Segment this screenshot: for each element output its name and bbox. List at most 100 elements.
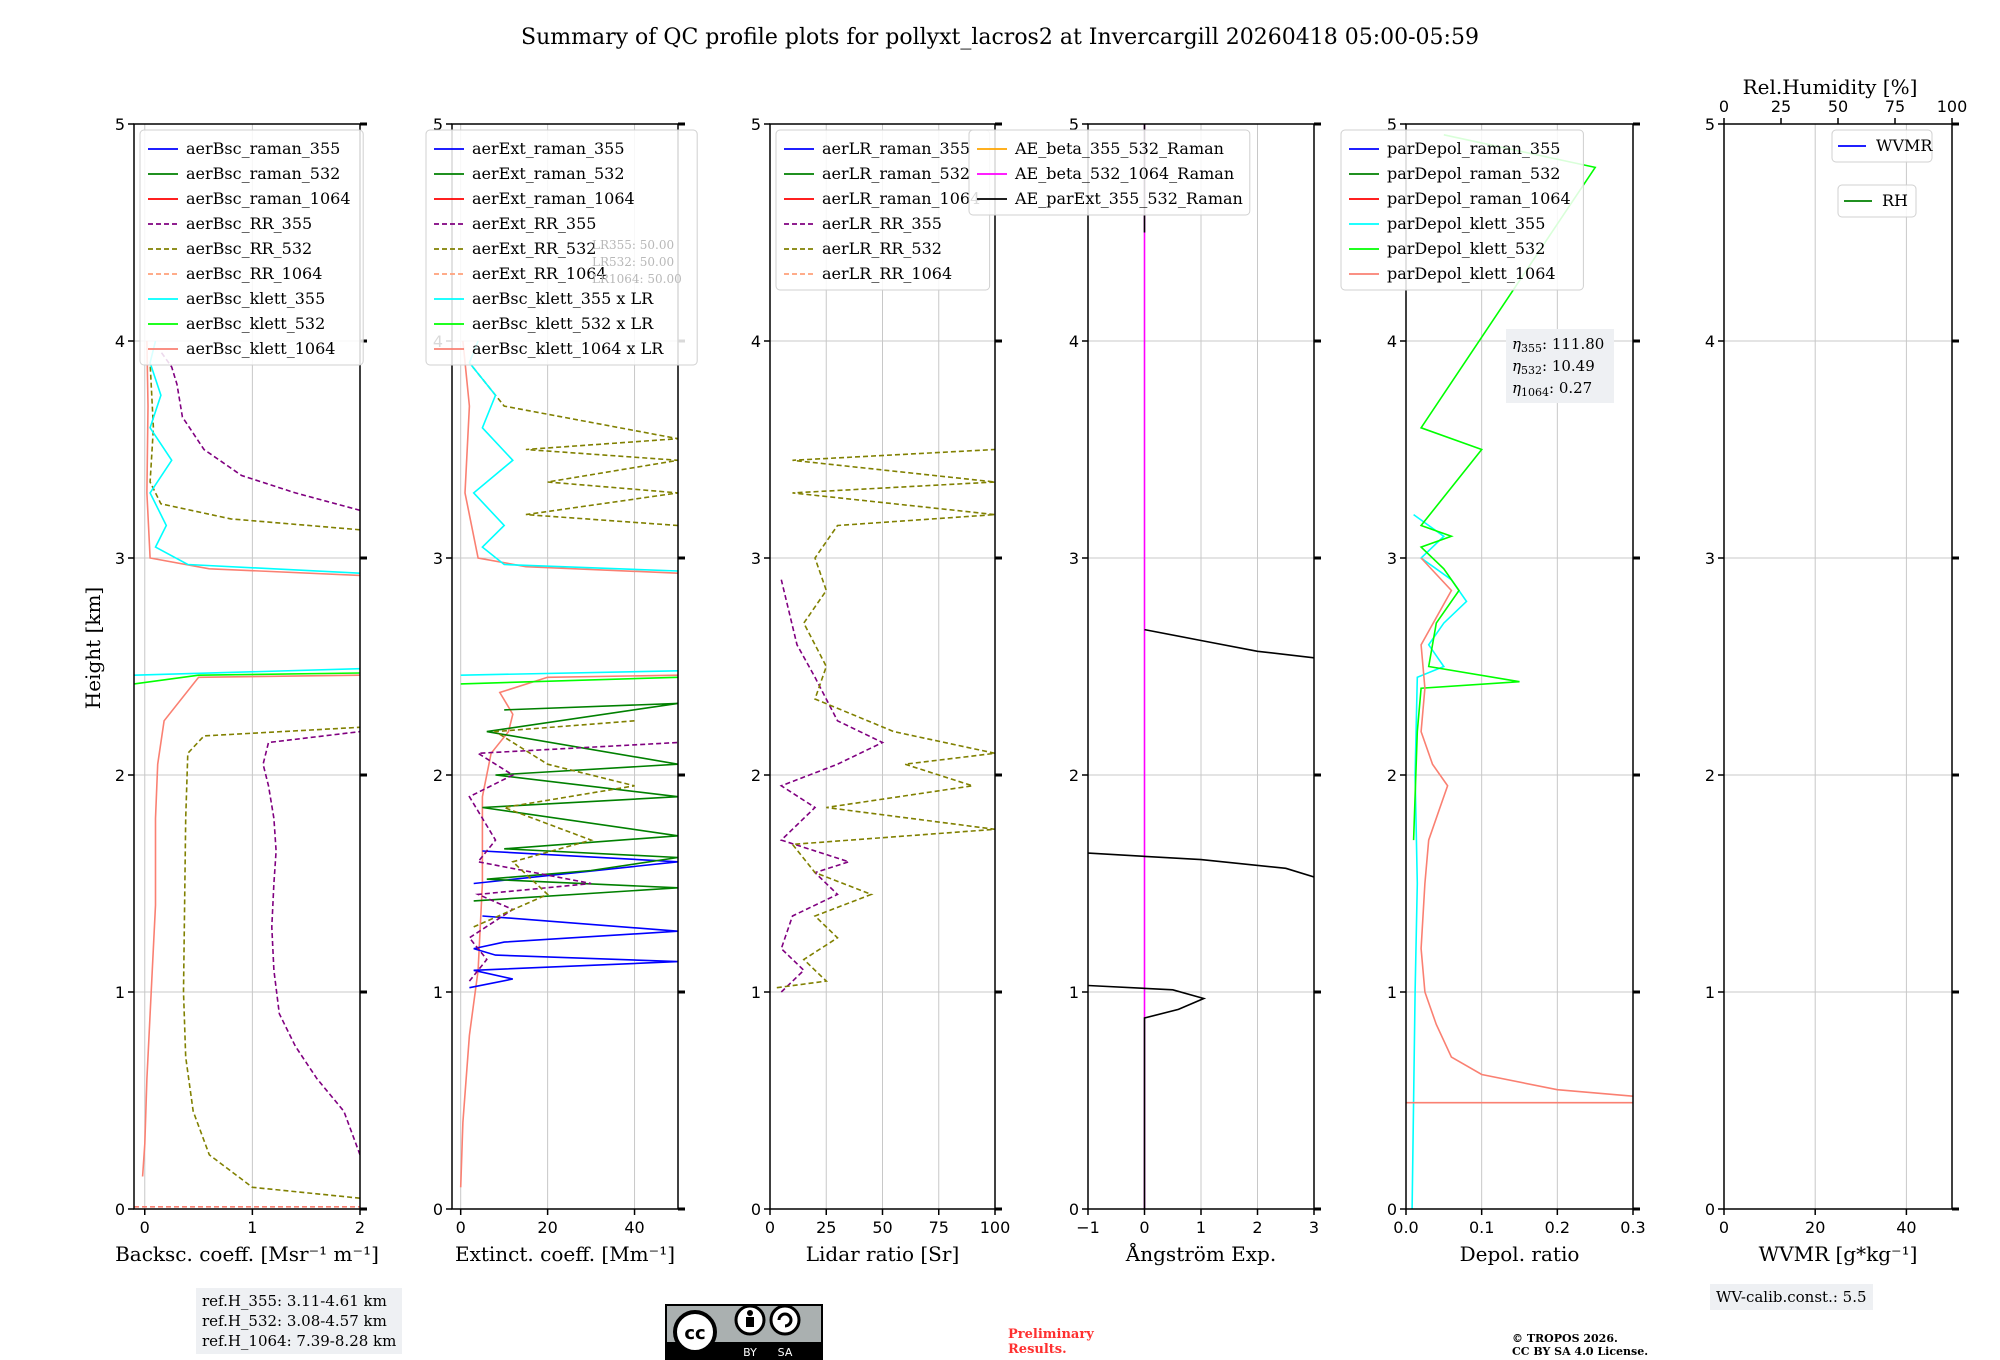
x-tick-label: 1 [1196,1218,1206,1237]
y-tick-label: 0 [433,1200,443,1219]
series-aerBsc_klett_1064_upper [462,340,678,574]
y-tick-label: 4 [751,332,761,351]
y-tick-label: 2 [751,766,761,785]
eta-box [1506,329,1614,403]
y-tick-label: 4 [115,332,125,351]
x2-tick-label: 75 [1885,97,1905,116]
legend-label: parDepol_raman_1064 [1387,189,1571,208]
y-tick-label: 0 [1705,1200,1715,1219]
legend-label: aerBsc_klett_355 x LR [472,289,654,308]
legend-box [425,129,698,366]
x-tick-label: 0 [1719,1218,1729,1237]
x2-tick-label: 25 [1771,97,1791,116]
y-tick-label: 2 [433,766,443,785]
x-axis-label: Ångström Exp. [1125,1241,1276,1266]
axes-frame [1405,123,1634,1210]
y-tick-label: 5 [1069,115,1079,134]
legend-label: aerBsc_raman_1064 [186,189,351,208]
ref-height-532: ref.H_532: 3.08-4.57 km [202,1312,387,1330]
panel-bsc: 0 1 2 3 4 5 0 1 2 Backsc. coeff. [Msr⁻¹ m⁻¹] aerBs… [115,115,379,1266]
y-tick-label: 4 [1705,332,1715,351]
x-tick-label: 2 [1252,1218,1262,1237]
y-tick-label: 5 [1387,115,1397,134]
y-tick-label: 3 [1387,549,1397,568]
series-aerExt_RR_532 [473,720,635,928]
series-aerBsc_RR_355 [262,730,360,1156]
x-tick-label: 0.3 [1620,1218,1645,1237]
y-tick-label: 4 [1387,332,1397,351]
legend-box [1340,129,1584,291]
series-aerExt_RR_532_upper [468,362,678,527]
series-aerBsc_klett_355_upper [149,340,360,574]
x-tick-label: 25 [816,1218,836,1237]
x-tick-label: 0 [456,1218,466,1237]
series-aerBsc_RR_532 [182,726,360,1199]
ref-heights-box: ref.H_355: 3.11-4.61 km ref.H_532: 3.08-… [196,1288,403,1354]
series-aerLR_RR_355 [779,579,885,993]
x-tick-label: 0.2 [1545,1218,1570,1237]
x-tick-label: 0 [1139,1218,1149,1237]
legend-label: aerBsc_raman_532 [186,164,340,183]
series-AE_parExt_355_532_Raman [1088,984,1207,1209]
x-tick-label: 3 [1309,1218,1319,1237]
x-tick-label: 50 [872,1218,892,1237]
series-aerExt_RR_355 [468,741,678,982]
legend-label: aerBsc_RR_1064 [186,264,322,283]
x-tick-label: 2 [355,1218,365,1237]
eta-label: η1064: 0.27 [1512,379,1592,399]
y-tick-label: 0 [115,1200,125,1219]
series-aerBsc_klett_1064 x LR [459,674,678,1188]
series-aerBsc_RR_532_upper [149,362,360,531]
faint-lr-label: LR1064: 50.00 [592,272,682,286]
legend-label: aerLR_raman_355 [822,139,970,158]
y-axis-label: Height [km] [81,587,105,709]
series-aerBsc_klett_1064_upper [146,340,360,577]
cc-license-badge[interactable]: cc BY SA [665,1304,823,1360]
series-aerBsc_klett_1064 [141,674,360,1177]
wv-calib-text: WV-calib.const.: 5.5 [1716,1288,1867,1306]
y-tick-label: 5 [751,115,761,134]
x-tick-label: −1 [1076,1218,1100,1237]
copyright-line1: © TROPOS 2026. [1512,1332,1618,1345]
y-tick-label: 0 [1069,1200,1079,1219]
axes-frame [1723,123,1953,1210]
legend-label: parDepol_klett_532 [1387,239,1545,258]
legend-label: aerExt_raman_1064 [472,189,635,208]
x-tick-label: 20 [1805,1218,1825,1237]
x-tick-label: 0 [140,1218,150,1237]
x-axis-label: WVMR [g*kg⁻¹] [1759,1242,1918,1266]
x-tick-label: 1 [247,1218,257,1237]
legend-label: aerLR_raman_532 [822,164,970,183]
series-AE_parExt_355_532_Raman_c [1144,628,1314,659]
ref-height-1064: ref.H_1064: 7.39-8.28 km [202,1332,397,1350]
axes-frame [451,123,679,1210]
legend-label: aerBsc_raman_355 [186,139,340,158]
y-tick-label: 3 [115,549,125,568]
series-aerExt_raman_355 [469,915,678,989]
legend-label: aerBsc_klett_1064 x LR [472,339,664,358]
y-tick-label: 3 [751,549,761,568]
x-tick-label: 0.1 [1469,1218,1494,1237]
y-tick-label: 5 [115,115,125,134]
badge-by: BY [743,1346,757,1359]
copyright-line2: CC BY SA 4.0 License. [1512,1345,1648,1358]
x-tick-label: 20 [537,1218,557,1237]
ref-height-355: ref.H_355: 3.11-4.61 km [202,1292,387,1310]
y-tick-label: 2 [1069,766,1079,785]
x2-tick-label: 100 [1937,97,1968,116]
sa-icon [769,1304,801,1336]
x2-tick-label: 0 [1719,97,1729,116]
legend-label: aerBsc_RR_532 [186,239,312,258]
legend-box [139,129,364,366]
series-parDepol_klett_532 [1412,134,1597,841]
axes-frame [133,123,361,1210]
series-aerBsc_klett_355 [134,667,360,676]
y-tick-label: 3 [433,549,443,568]
legend-label: aerBsc_klett_1064 [186,339,335,358]
rh-axis-label: Rel.Humidity [%] [1743,75,1918,99]
legend-label: aerLR_RR_1064 [822,264,952,283]
x-tick-label: 0 [765,1218,775,1237]
faint-lr-label: LR355: 50.00 [592,238,674,252]
